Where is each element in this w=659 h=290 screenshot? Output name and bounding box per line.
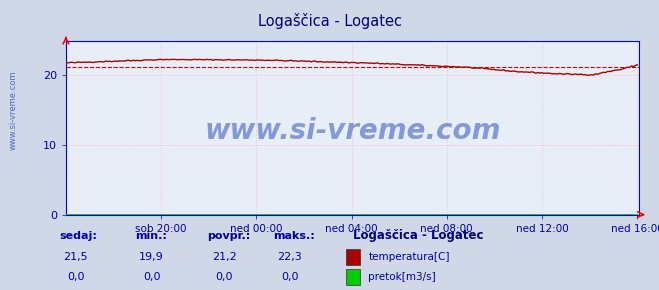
Text: maks.:: maks.: xyxy=(273,231,315,241)
Text: 21,2: 21,2 xyxy=(212,251,237,262)
Text: 0,0: 0,0 xyxy=(67,272,84,282)
Text: 0,0: 0,0 xyxy=(143,272,160,282)
Text: 0,0: 0,0 xyxy=(281,272,299,282)
Text: min.:: min.: xyxy=(135,231,167,241)
Text: 21,5: 21,5 xyxy=(63,251,88,262)
Text: 0,0: 0,0 xyxy=(215,272,233,282)
Text: pretok[m3/s]: pretok[m3/s] xyxy=(368,272,436,282)
Text: povpr.:: povpr.: xyxy=(208,231,251,241)
Text: sedaj:: sedaj: xyxy=(59,231,97,241)
Text: Logaščica - Logatec: Logaščica - Logatec xyxy=(353,229,483,242)
Text: temperatura[C]: temperatura[C] xyxy=(368,252,450,262)
Text: Logaščica - Logatec: Logaščica - Logatec xyxy=(258,13,401,29)
Text: www.si-vreme.com: www.si-vreme.com xyxy=(9,70,18,150)
Text: www.si-vreme.com: www.si-vreme.com xyxy=(204,117,501,145)
Text: 19,9: 19,9 xyxy=(139,251,164,262)
Text: 22,3: 22,3 xyxy=(277,251,302,262)
